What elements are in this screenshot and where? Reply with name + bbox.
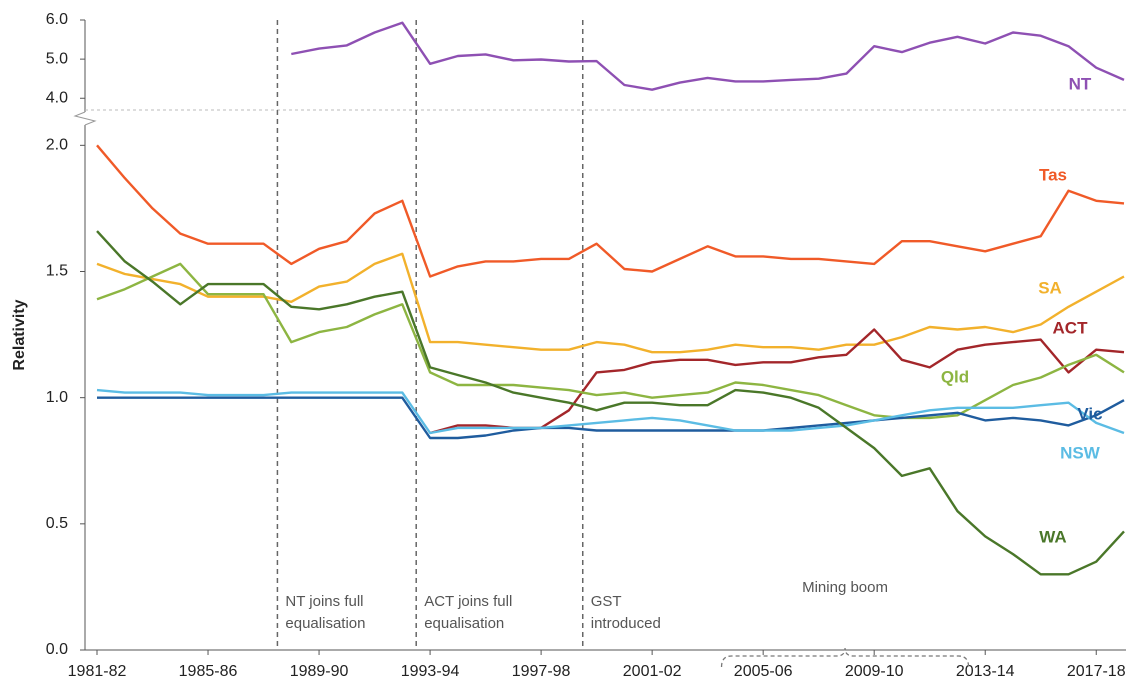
x-tick-label: 1985-86 [179, 663, 238, 680]
x-tick-label: 1993-94 [401, 663, 460, 680]
event-label: equalisation [424, 615, 504, 632]
series-label: Vic [1077, 404, 1102, 423]
series-label: SA [1038, 278, 1062, 297]
series-line [96, 144, 1125, 278]
event-label: GST [591, 593, 622, 610]
x-tick-label: 2017-18 [1067, 663, 1126, 680]
series-label: Qld [941, 367, 969, 386]
event-label: ACT joins full [424, 593, 512, 610]
event-label: NT joins full [285, 593, 363, 610]
series-label: Tas [1039, 165, 1067, 184]
x-tick-label: 2001-02 [623, 663, 682, 680]
event-label: equalisation [285, 615, 365, 632]
bracket [720, 647, 970, 668]
axis-break [73, 111, 97, 126]
x-tick-label: 2013-14 [956, 663, 1015, 680]
x-tick-label: 1981-82 [68, 663, 127, 680]
series-line [96, 388, 1125, 435]
x-tick-label: 2009-10 [845, 663, 904, 680]
y2-tick-label: 5.0 [46, 50, 68, 67]
bracket-label: Mining boom [802, 579, 888, 596]
series-label: ACT [1053, 318, 1089, 337]
x-tick-label: 1997-98 [512, 663, 571, 680]
series-label: WA [1039, 527, 1066, 546]
x-tick-label: 2005-06 [734, 663, 793, 680]
series-label: NT [1069, 74, 1092, 93]
series-line [429, 328, 1125, 435]
series-line [96, 252, 1125, 354]
series-line [291, 21, 1125, 91]
y2-tick-label: 4.0 [46, 89, 68, 106]
y-axis-label: Relativity [11, 299, 28, 370]
series-line [97, 396, 1125, 440]
event-label: introduced [591, 615, 661, 632]
y-tick-label: 0.5 [46, 515, 68, 532]
y-tick-label: 0.0 [46, 641, 68, 658]
y2-tick-label: 6.0 [46, 11, 68, 28]
y-tick-label: 1.5 [46, 263, 68, 280]
series-line [96, 262, 1125, 420]
y-tick-label: 1.0 [46, 389, 68, 406]
x-tick-label: 1989-90 [290, 663, 349, 680]
series-line [96, 230, 1125, 576]
series-label: NSW [1060, 443, 1101, 462]
y-tick-label: 2.0 [46, 137, 68, 154]
